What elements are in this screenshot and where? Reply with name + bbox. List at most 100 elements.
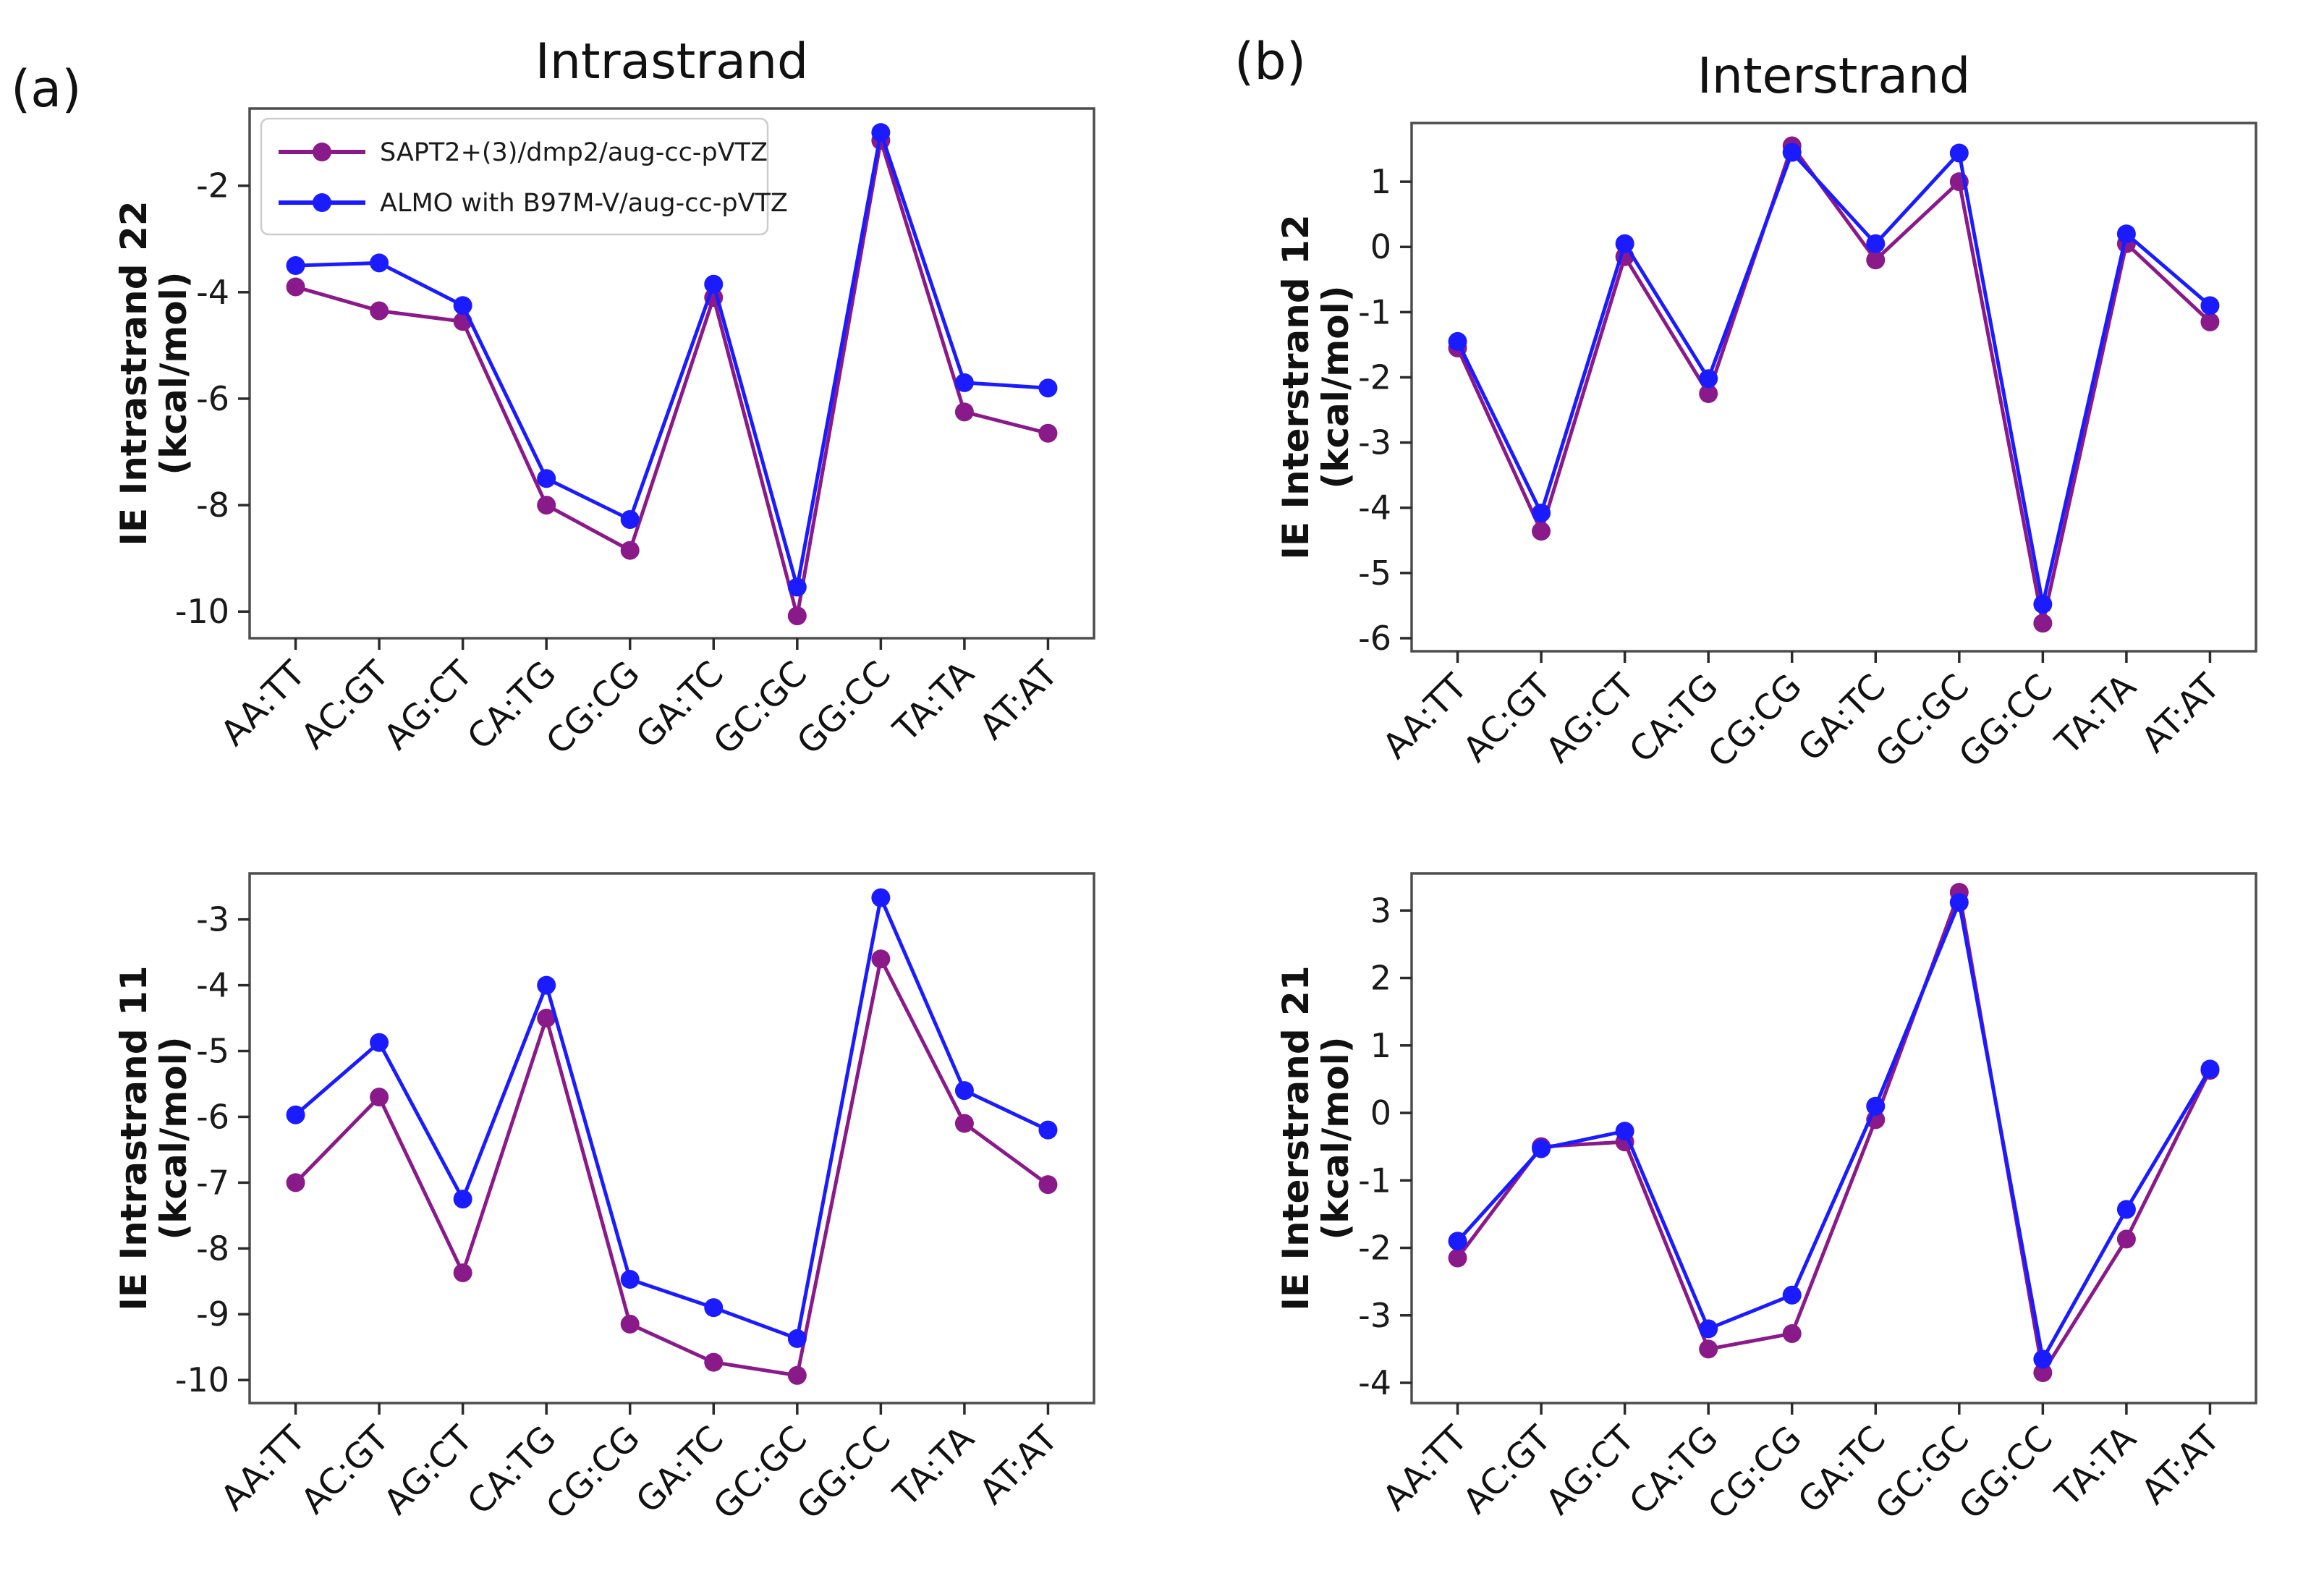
y-tick-label: 1	[1370, 1026, 1391, 1065]
data-point-marker	[704, 1298, 724, 1318]
panel-interstrand-21: IE Interstrand 21 (kcal/mol) 3 2 1 0 -1 -2 -3-…	[1162, 788, 2324, 1576]
plot-border	[248, 107, 1095, 640]
x-tick-label: AC:GT	[1455, 666, 1559, 770]
data-point-marker	[954, 1114, 974, 1133]
x-tick-label: TA:TA	[2048, 666, 2145, 763]
data-point-marker	[1949, 143, 1969, 163]
data-point-marker	[1699, 384, 1718, 404]
data-point-marker	[1699, 369, 1718, 389]
data-point-marker	[1038, 1120, 1058, 1140]
series-line	[294, 891, 1049, 1342]
data-point-marker	[787, 606, 807, 626]
data-point-marker	[1615, 1122, 1634, 1141]
chart-intrastrand-11: -3-4-5-6-7-8-9-10AA:TTAC:GTAG:CTCA:TGCG:…	[175, 872, 1095, 1528]
data-point-marker	[871, 888, 891, 907]
plot-border	[248, 872, 1095, 1405]
data-point-marker	[954, 1081, 974, 1101]
data-point-marker	[537, 469, 556, 488]
chart-interstrand-21: 3210-1-2-3-4AA:TTAC:GTAG:CTCA:TGCG:CGGA:…	[1358, 872, 2257, 1528]
data-point-marker	[1038, 423, 1058, 443]
data-point-marker	[2116, 1229, 2136, 1249]
legend-box	[260, 117, 769, 236]
data-point-marker	[2033, 1363, 2053, 1383]
y-tick-label: -1	[1358, 1161, 1391, 1200]
data-point-marker	[620, 1314, 640, 1334]
y-tick-label: -2	[1358, 1229, 1391, 1268]
y-tick-label: 2	[1370, 959, 1391, 998]
x-tick-label: AA:TT	[213, 653, 313, 753]
panel-interstrand-12: IE Interstrand 12 (kcal/mol) 1 0 -1 -2 -3 -4-…	[1162, 0, 2324, 788]
y-tick-label: -10	[175, 1360, 229, 1399]
panel-intrastrand-11: IE Intrastrand 11 (kcal/mol) -3 -4 -5 -6 -7-…	[0, 788, 1162, 1576]
x-tick-label: GG:CC	[789, 653, 899, 763]
data-point-marker	[1038, 1175, 1058, 1195]
data-point-marker	[620, 541, 640, 560]
data-point-marker	[537, 1009, 556, 1028]
y-tick-label: -6	[1358, 619, 1391, 658]
chart-interstrand-12: 10-1-2-3-4-5-6AA:TTAC:GTAG:CTCA:TGCG:CGG…	[1358, 122, 2257, 776]
data-point-marker	[1532, 503, 1551, 522]
series-line	[1456, 896, 2212, 1365]
data-point-marker	[1699, 1319, 1718, 1339]
data-point-marker	[1615, 234, 1634, 253]
data-point-marker	[704, 274, 724, 294]
data-point-marker	[954, 402, 974, 422]
x-tick-label: CG:CG	[538, 1418, 648, 1528]
data-point-marker	[2033, 614, 2053, 633]
y-tick-label: -9	[196, 1295, 229, 1334]
data-point-marker	[370, 1033, 389, 1052]
legend-label: SAPT2+(3)/dmp2/aug-cc-pVTZ	[380, 138, 768, 167]
data-point-marker	[453, 296, 472, 315]
data-point-marker	[620, 1270, 640, 1289]
data-point-marker	[2116, 1200, 2136, 1219]
x-tick-label: GC:GC	[1867, 666, 1977, 776]
data-point-marker	[1782, 1323, 1802, 1343]
y-tick-label: 3	[1370, 891, 1391, 930]
data-point-marker	[286, 1105, 305, 1124]
x-tick-label: CG:CG	[1700, 666, 1810, 776]
series-line	[294, 953, 1049, 1378]
data-point-marker	[787, 1329, 807, 1348]
y-tick-label: 0	[1370, 1093, 1391, 1132]
data-point-marker	[1782, 1285, 1802, 1305]
data-point-marker	[1782, 143, 1802, 162]
x-tick-label: AG:CT	[1538, 666, 1643, 771]
data-point-marker	[954, 373, 974, 392]
y-tick-label: 1	[1370, 162, 1391, 201]
x-tick-label: AG:CT	[376, 1418, 481, 1522]
y-tick-label: -7	[196, 1163, 229, 1202]
data-point-marker	[537, 975, 556, 995]
data-point-marker	[370, 253, 389, 273]
x-tick-label: TA:TA	[886, 1418, 983, 1515]
data-point-marker	[1448, 1248, 1467, 1268]
intrastrand-title: Intrastrand	[535, 33, 809, 90]
data-point-marker	[2200, 296, 2220, 315]
data-point-marker	[1699, 1339, 1718, 1359]
data-point-marker	[787, 577, 807, 597]
data-point-marker	[1866, 250, 1886, 270]
data-point-marker	[1448, 1232, 1467, 1251]
series-line	[295, 132, 1048, 588]
interstrand-title: Interstrand	[1697, 48, 1971, 105]
y-tick-label: -1	[1358, 292, 1391, 331]
x-tick-label: GC:GC	[705, 1418, 815, 1528]
data-point-marker	[370, 301, 389, 321]
y-tick-label: -4	[196, 273, 229, 312]
x-tick-label: AA:TT	[1375, 666, 1475, 766]
series-line	[1456, 142, 2212, 624]
data-point-marker	[1866, 234, 1886, 253]
x-tick-label: GG:CC	[1951, 666, 2061, 776]
x-tick-label: AC:GT	[293, 653, 397, 757]
x-tick-label: TA:TA	[2048, 1418, 2145, 1515]
y-tick-label: -3	[1358, 1296, 1391, 1335]
data-point-marker	[1866, 1096, 1886, 1116]
x-tick-label: AC:GT	[1455, 1418, 1559, 1522]
data-point-marker	[537, 496, 556, 515]
y-tick-label: -4	[196, 966, 229, 1005]
x-tick-label: AT:AT	[2134, 666, 2228, 760]
x-tick-label: GG:CC	[1951, 1418, 2061, 1528]
data-point-marker	[1532, 1139, 1551, 1158]
x-tick-label: CG:CG	[538, 653, 648, 763]
x-tick-label: GC:GC	[705, 653, 815, 763]
data-point-marker	[871, 123, 891, 143]
